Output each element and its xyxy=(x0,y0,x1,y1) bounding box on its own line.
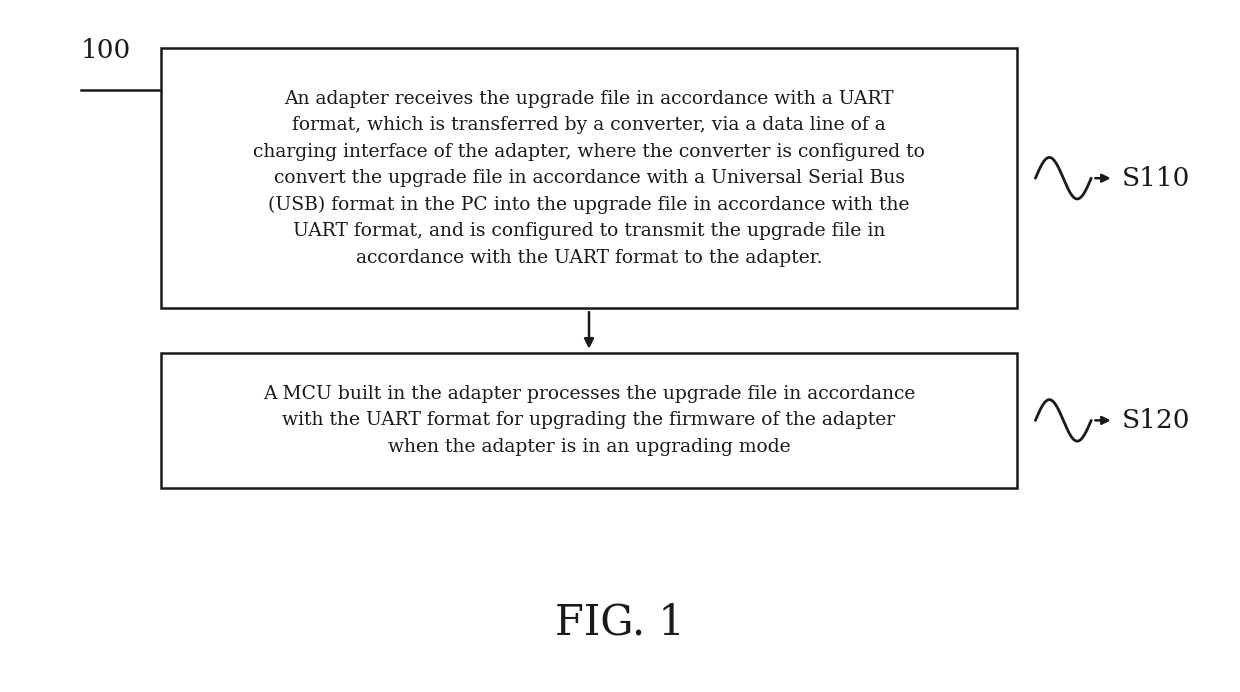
Text: A MCU built in the adapter processes the upgrade file in accordance
with the UAR: A MCU built in the adapter processes the… xyxy=(263,385,915,456)
FancyBboxPatch shape xyxy=(161,48,1017,308)
Text: S110: S110 xyxy=(1122,165,1190,191)
Text: FIG. 1: FIG. 1 xyxy=(556,602,684,644)
Text: S120: S120 xyxy=(1122,408,1190,433)
FancyBboxPatch shape xyxy=(161,353,1017,488)
Text: 100: 100 xyxy=(81,38,131,63)
Text: An adapter receives the upgrade file in accordance with a UART
format, which is : An adapter receives the upgrade file in … xyxy=(253,90,925,266)
